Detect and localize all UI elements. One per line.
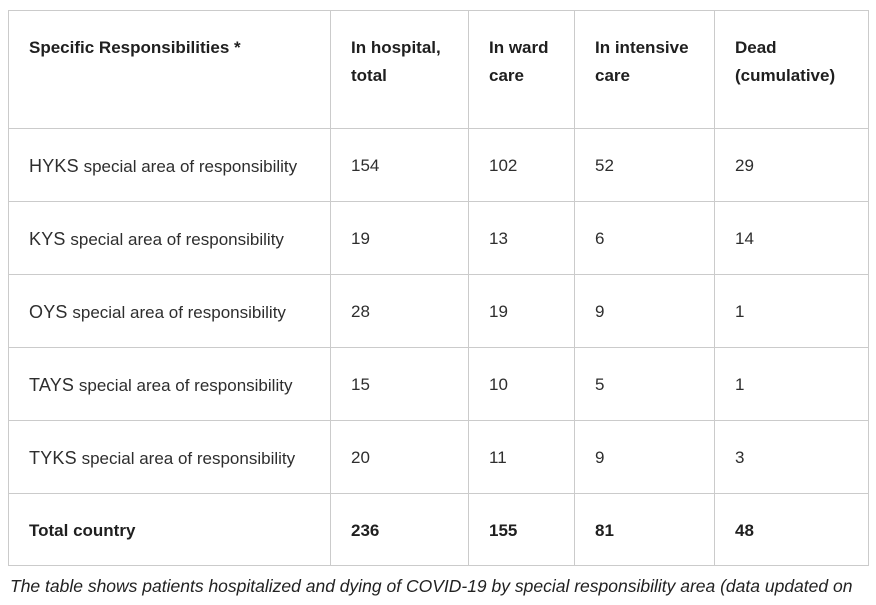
table-row-tays: TAYS special area of responsibility 15 1… bbox=[8, 347, 869, 421]
table-row-hyks: HYKS special area of responsibility 154 … bbox=[8, 128, 869, 202]
cell-total-in-intensive-care: 81 bbox=[574, 493, 715, 566]
cell-hyks-in-ward-care: 102 bbox=[468, 128, 575, 202]
col-header-specific-responsibilities: Specific Responsibilities * bbox=[8, 10, 331, 129]
area-acronym: TYKS bbox=[29, 448, 77, 468]
row-label-total-country: Total country bbox=[8, 493, 331, 566]
responsibility-table: Specific Responsibilities * In hospital,… bbox=[8, 10, 869, 566]
cell-tyks-in-hospital-total: 20 bbox=[330, 420, 469, 494]
cell-oys-in-hospital-total: 28 bbox=[330, 274, 469, 348]
row-label-tays: TAYS special area of responsibility bbox=[8, 347, 331, 421]
row-label-tyks: TYKS special area of responsibility bbox=[8, 420, 331, 494]
table-header-row: Specific Responsibilities * In hospital,… bbox=[8, 10, 869, 129]
cell-tyks-dead-cumulative: 3 bbox=[714, 420, 869, 494]
table-row-oys: OYS special area of responsibility 28 19… bbox=[8, 274, 869, 348]
row-label-kys: KYS special area of responsibility bbox=[8, 201, 331, 275]
table-caption: The table shows patients hospitalized an… bbox=[10, 576, 853, 596]
cell-tays-in-ward-care: 10 bbox=[468, 347, 575, 421]
col-header-dead-cumulative: Dead (cumulative) bbox=[714, 10, 869, 129]
row-label-oys: OYS special area of responsibility bbox=[8, 274, 331, 348]
area-label: special area of responsibility bbox=[70, 230, 284, 249]
area-acronym: OYS bbox=[29, 302, 68, 322]
col-header-in-hospital-total: In hospital, total bbox=[330, 10, 469, 129]
col-header-in-intensive-care: In intensive care bbox=[574, 10, 715, 129]
cell-kys-in-hospital-total: 19 bbox=[330, 201, 469, 275]
cell-total-in-hospital-total: 236 bbox=[330, 493, 469, 566]
cell-kys-in-ward-care: 13 bbox=[468, 201, 575, 275]
area-label: special area of responsibility bbox=[81, 449, 296, 468]
cell-tays-in-hospital-total: 15 bbox=[330, 347, 469, 421]
table-row-tyks: TYKS special area of responsibility 20 1… bbox=[8, 420, 869, 494]
cell-hyks-in-intensive-care: 52 bbox=[574, 128, 715, 202]
cell-oys-dead-cumulative: 1 bbox=[714, 274, 869, 348]
cell-oys-in-intensive-care: 9 bbox=[574, 274, 715, 348]
area-acronym: TAYS bbox=[29, 375, 75, 395]
cell-tays-dead-cumulative: 1 bbox=[714, 347, 869, 421]
cell-kys-in-intensive-care: 6 bbox=[574, 201, 715, 275]
area-label: special area of responsibility bbox=[83, 157, 298, 176]
area-label: special area of responsibility bbox=[78, 376, 293, 395]
table-row-kys: KYS special area of responsibility 19 13… bbox=[8, 201, 869, 275]
cell-tyks-in-intensive-care: 9 bbox=[574, 420, 715, 494]
cell-total-in-ward-care: 155 bbox=[468, 493, 575, 566]
cell-kys-dead-cumulative: 14 bbox=[714, 201, 869, 275]
cell-tyks-in-ward-care: 11 bbox=[468, 420, 575, 494]
cell-tays-in-intensive-care: 5 bbox=[574, 347, 715, 421]
cell-total-dead-cumulative: 48 bbox=[714, 493, 869, 566]
cell-hyks-in-hospital-total: 154 bbox=[330, 128, 469, 202]
cell-hyks-dead-cumulative: 29 bbox=[714, 128, 869, 202]
area-label: special area of responsibility bbox=[72, 303, 286, 322]
cell-oys-in-ward-care: 19 bbox=[468, 274, 575, 348]
col-header-in-ward-care: In ward care bbox=[468, 10, 575, 129]
row-label-hyks: HYKS special area of responsibility bbox=[8, 128, 331, 202]
area-acronym: HYKS bbox=[29, 156, 79, 176]
area-acronym: KYS bbox=[29, 229, 66, 249]
table-row-total-country: Total country 236 155 81 48 bbox=[8, 493, 869, 566]
